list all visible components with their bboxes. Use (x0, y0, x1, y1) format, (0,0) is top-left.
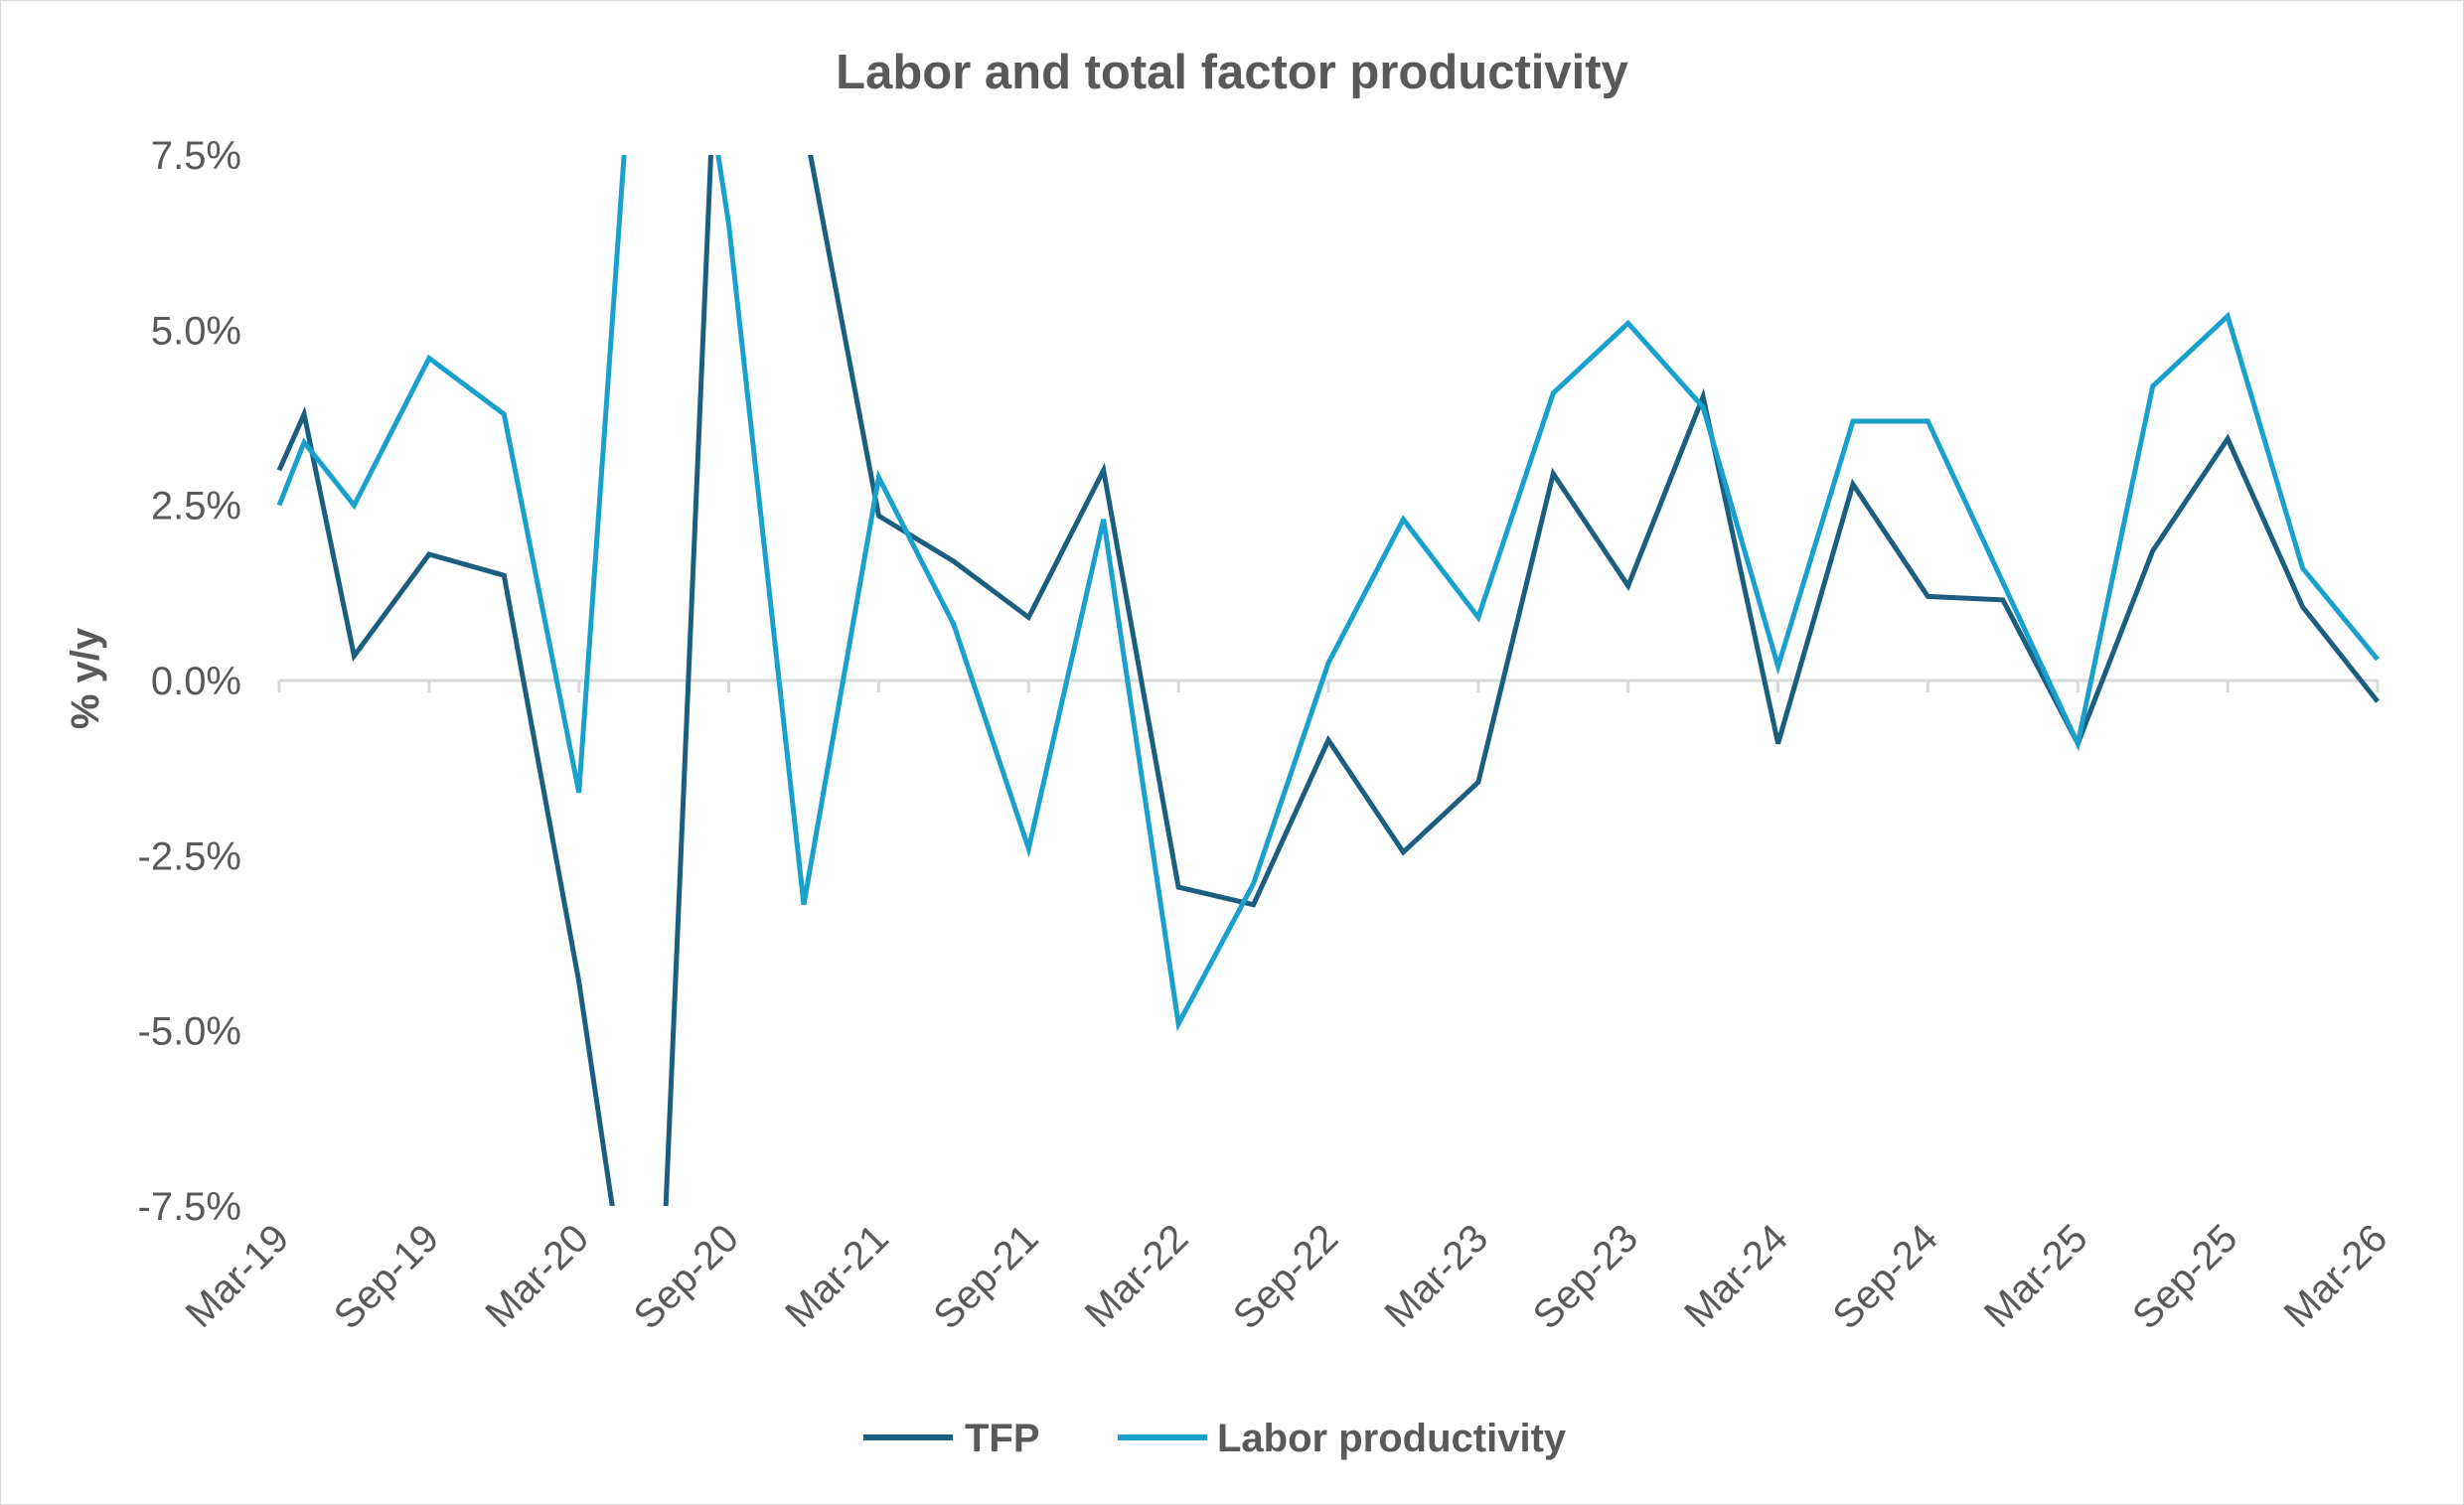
legend: TFP Labor productivity (863, 1417, 1567, 1460)
x-tick-label: Sep-19 (326, 1216, 447, 1337)
x-tick-label: Mar-19 (178, 1216, 298, 1336)
y-tick-label: -7.5% (138, 1185, 242, 1229)
y-tick-label: 2.5% (151, 485, 241, 528)
x-tick-label: Mar-23 (1377, 1216, 1497, 1336)
y-tick-label: 5.0% (151, 309, 241, 353)
x-tick-label: Mar-21 (777, 1216, 897, 1336)
x-tick-label: Sep-24 (1824, 1216, 1945, 1337)
x-tick-label: Mar-26 (2276, 1216, 2396, 1336)
x-tick-label: Sep-20 (626, 1216, 747, 1337)
x-tick-label: Sep-21 (925, 1216, 1046, 1337)
x-tick-label: Mar-25 (1976, 1216, 2096, 1336)
x-tick-label: Mar-22 (1077, 1216, 1197, 1336)
y-tick-label: 7.5% (151, 134, 241, 178)
x-tick-label: Sep-25 (2124, 1216, 2245, 1337)
y-tick-labels: 7.5% 5.0% 2.5% 0.0% -2.5% -5.0% -7.5% (138, 134, 242, 1229)
chart-title: Labor and total factor productivity (836, 46, 1628, 99)
x-tick-label: Mar-20 (477, 1216, 597, 1336)
series-lines (276, 155, 2380, 1206)
y-tick-label: 0.0% (151, 660, 241, 703)
series-line-tfp (276, 155, 2380, 1206)
legend-label: TFP (965, 1417, 1040, 1460)
y-axis-label: % y/y (64, 627, 107, 729)
x-tick-label: Mar-24 (1676, 1216, 1796, 1336)
legend-label: Labor productivity (1217, 1417, 1567, 1460)
y-tick-label: -2.5% (138, 834, 242, 878)
x-tick-label: Sep-23 (1525, 1216, 1646, 1337)
x-tick-label: Sep-22 (1225, 1216, 1346, 1337)
y-tick-label: -5.0% (138, 1010, 242, 1054)
series-line-labor-productivity (276, 155, 2380, 1032)
